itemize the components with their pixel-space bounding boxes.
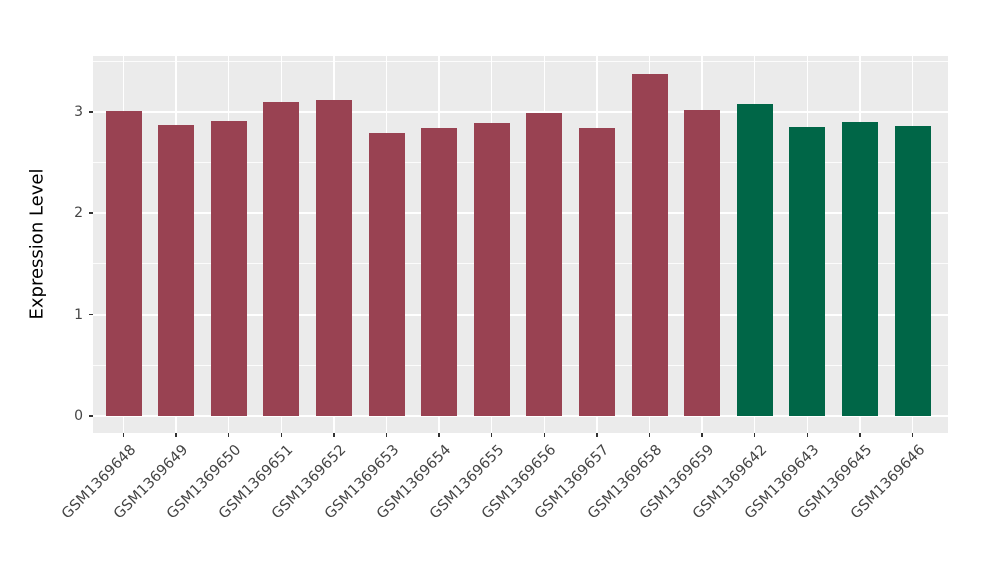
bar-GSM1369651	[263, 101, 300, 416]
minor-gridline	[93, 162, 948, 163]
x-tick-mark	[175, 433, 177, 437]
bar-GSM1369652	[315, 99, 352, 416]
bar-GSM1369655	[473, 123, 510, 416]
bar-GSM1369650	[210, 120, 247, 416]
x-tick-mark	[753, 433, 756, 437]
major-gridline	[93, 415, 948, 417]
bar-GSM1369653	[368, 133, 405, 416]
y-tick-mark	[89, 313, 93, 316]
x-tick-mark	[859, 433, 861, 437]
y-tick-mark	[89, 415, 93, 417]
x-tick-mark	[333, 433, 335, 437]
x-tick-mark	[701, 433, 703, 437]
y-tick-label: 1	[74, 306, 83, 323]
y-tick-label: 2	[74, 205, 83, 222]
major-gridline	[93, 313, 948, 316]
minor-gridline	[93, 60, 948, 62]
x-tick-mark	[280, 433, 283, 437]
major-gridline	[93, 212, 948, 215]
x-tick-mark	[806, 433, 809, 437]
y-tick-label: 0	[74, 408, 83, 424]
bar-GSM1369654	[421, 128, 458, 416]
bar-GSM1369649	[158, 125, 195, 416]
major-gridline	[93, 110, 948, 113]
y-tick-mark	[89, 111, 93, 113]
bar-GSM1369656	[526, 112, 563, 416]
bar-GSM1369648	[105, 110, 142, 416]
bar-GSM1369642	[736, 103, 773, 416]
x-tick-mark	[227, 433, 230, 437]
x-tick-mark	[438, 433, 440, 437]
x-tick-mark	[122, 433, 125, 437]
x-tick-mark	[543, 433, 546, 437]
x-tick-mark	[490, 433, 493, 437]
x-tick-mark	[596, 433, 598, 437]
x-tick-mark	[648, 433, 651, 437]
bar-GSM1369657	[578, 128, 615, 416]
y-tick-mark	[89, 212, 93, 214]
x-tick-mark	[911, 433, 914, 437]
bar-GSM1369645	[841, 121, 878, 416]
bar-GSM1369659	[684, 109, 721, 416]
minor-gridline	[93, 263, 948, 265]
bar-GSM1369646	[894, 126, 931, 416]
plot-panel	[93, 56, 948, 433]
minor-gridline	[93, 364, 948, 366]
bar-GSM1369658	[631, 74, 668, 416]
y-tick-label: 3	[74, 103, 83, 120]
x-tick-mark	[385, 433, 388, 437]
bar-GSM1369643	[789, 127, 826, 416]
y-axis-title: Expression Level	[26, 168, 48, 320]
